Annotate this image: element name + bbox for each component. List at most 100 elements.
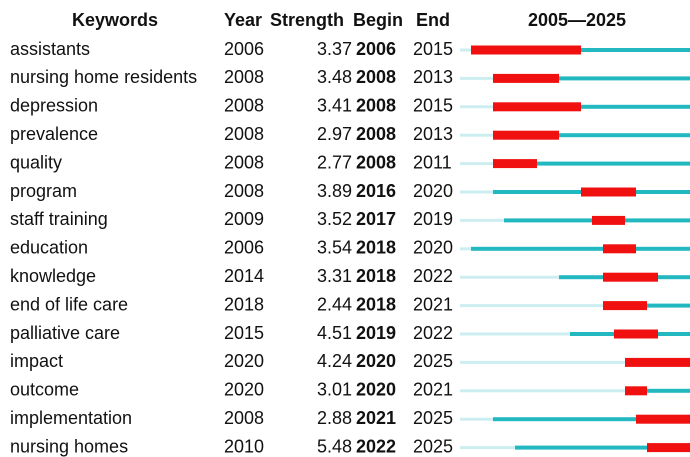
end: 2019 <box>413 209 453 229</box>
pre-line <box>460 417 493 421</box>
end: 2013 <box>413 124 453 144</box>
keyword: program <box>10 181 77 201</box>
end: 2020 <box>413 238 453 258</box>
burst-bar <box>603 244 636 254</box>
begin: 2016 <box>356 181 396 201</box>
pre-line <box>460 133 493 137</box>
begin: 2017 <box>356 209 396 229</box>
year: 2009 <box>224 209 264 229</box>
burst-bar <box>625 357 690 367</box>
end: 2015 <box>413 39 453 59</box>
end: 2022 <box>413 266 453 286</box>
begin: 2018 <box>356 266 396 286</box>
burst-bar <box>493 159 537 169</box>
strength: 3.31 <box>317 266 352 286</box>
begin: 2020 <box>356 351 396 371</box>
begin: 2006 <box>356 39 396 59</box>
strength: 3.54 <box>317 238 352 258</box>
burst-bar <box>636 414 690 424</box>
year: 2008 <box>224 67 264 87</box>
burst-bar <box>603 301 647 311</box>
year: 2020 <box>224 380 264 400</box>
begin: 2008 <box>356 67 396 87</box>
keyword: staff training <box>10 209 108 229</box>
end: 2013 <box>413 67 453 87</box>
burst-bar <box>493 73 559 83</box>
burst-bar <box>592 215 625 225</box>
pre-line <box>460 48 471 52</box>
year: 2008 <box>224 124 264 144</box>
strength: 3.41 <box>317 96 352 116</box>
active-line <box>493 417 690 422</box>
end: 2025 <box>413 436 453 456</box>
keyword: impact <box>10 351 63 371</box>
burst-bar <box>493 102 581 112</box>
keyword: palliative care <box>10 323 120 343</box>
pre-line <box>460 360 625 364</box>
pre-line <box>460 446 515 450</box>
keyword: knowledge <box>10 266 96 286</box>
end: 2025 <box>413 351 453 371</box>
pre-line <box>460 304 603 308</box>
begin: 2008 <box>356 96 396 116</box>
year: 2008 <box>224 152 264 172</box>
end: 2025 <box>413 408 453 428</box>
end: 2015 <box>413 96 453 116</box>
keyword: depression <box>10 96 98 116</box>
strength: 3.48 <box>317 67 352 87</box>
keyword: outcome <box>10 380 79 400</box>
strength: 3.52 <box>317 209 352 229</box>
pre-line <box>460 105 493 109</box>
burst-bar <box>471 45 581 55</box>
year: 2018 <box>224 294 264 314</box>
strength: 4.24 <box>317 351 352 371</box>
year: 2006 <box>224 39 264 59</box>
end: 2022 <box>413 323 453 343</box>
burst-bar <box>647 443 690 453</box>
year: 2008 <box>224 181 264 201</box>
pre-line <box>460 389 625 393</box>
active-line <box>625 388 690 393</box>
strength: 2.44 <box>317 294 352 314</box>
end: 2021 <box>413 294 453 314</box>
begin: 2018 <box>356 294 396 314</box>
begin: 2008 <box>356 124 396 144</box>
year: 2020 <box>224 351 264 371</box>
end: 2011 <box>413 152 452 172</box>
strength: 2.88 <box>317 408 352 428</box>
keyword: implementation <box>10 408 132 428</box>
year: 2014 <box>224 266 264 286</box>
pre-line <box>460 332 570 336</box>
strength: 2.97 <box>317 124 352 144</box>
pre-line <box>460 76 493 80</box>
header-year: Year <box>224 10 262 30</box>
year: 2008 <box>224 408 264 428</box>
active-line <box>493 161 690 166</box>
pre-line <box>460 247 471 251</box>
keyword: assistants <box>10 39 90 59</box>
pre-line <box>460 275 559 279</box>
strength: 3.37 <box>317 39 352 59</box>
end: 2021 <box>413 380 453 400</box>
active-line <box>471 246 690 251</box>
active-line <box>493 76 690 81</box>
begin: 2021 <box>356 408 396 428</box>
strength: 3.89 <box>317 181 352 201</box>
burst-bar <box>614 329 658 339</box>
year: 2015 <box>224 323 264 343</box>
keyword: prevalence <box>10 124 98 144</box>
begin: 2020 <box>356 380 396 400</box>
pre-line <box>460 190 493 194</box>
begin: 2018 <box>356 238 396 258</box>
pre-line <box>460 162 493 166</box>
begin: 2008 <box>356 152 396 172</box>
burst-bar <box>493 130 559 140</box>
strength: 5.48 <box>317 436 352 456</box>
burst-bar <box>581 187 636 197</box>
strength: 4.51 <box>317 323 352 343</box>
year: 2006 <box>224 238 264 258</box>
keyword: nursing homes <box>10 436 128 456</box>
keyword: education <box>10 238 88 258</box>
header-begin: Begin <box>353 10 403 30</box>
